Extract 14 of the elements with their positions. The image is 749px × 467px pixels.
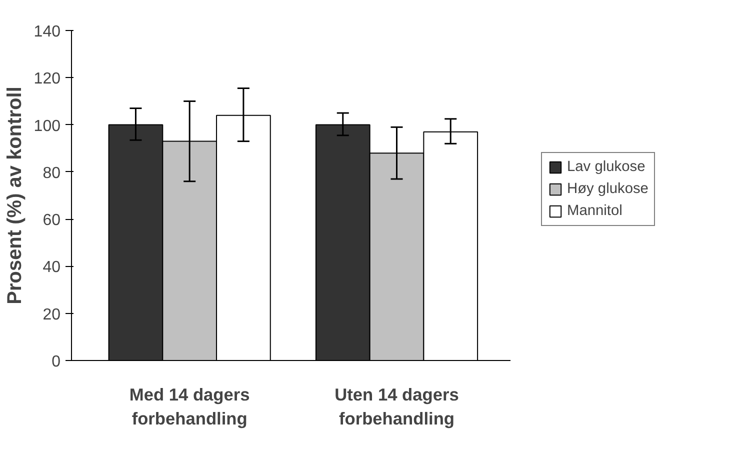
legend-label: Lav glukose [567, 159, 646, 175]
y-tick-label: 100 [34, 118, 61, 135]
legend-label: Høy glukose [567, 181, 648, 197]
y-tick-label: 60 [42, 212, 61, 230]
x-tick-label: Uten 14 dagers forbehandling [334, 384, 459, 428]
x-tick-label: Med 14 dagers forbehandling [129, 384, 250, 428]
y-tick-label: 140 [34, 24, 61, 40]
y-axis-title: Prosent (%) av kontroll [4, 86, 26, 304]
legend-label: Mannitol [567, 203, 622, 219]
y-tick-label: 20 [42, 306, 61, 324]
y-tick-label: 40 [42, 259, 61, 276]
y-tick-label: 120 [34, 70, 61, 88]
y-tick-label: 0 [52, 354, 61, 370]
y-tick-label: 80 [42, 164, 61, 182]
